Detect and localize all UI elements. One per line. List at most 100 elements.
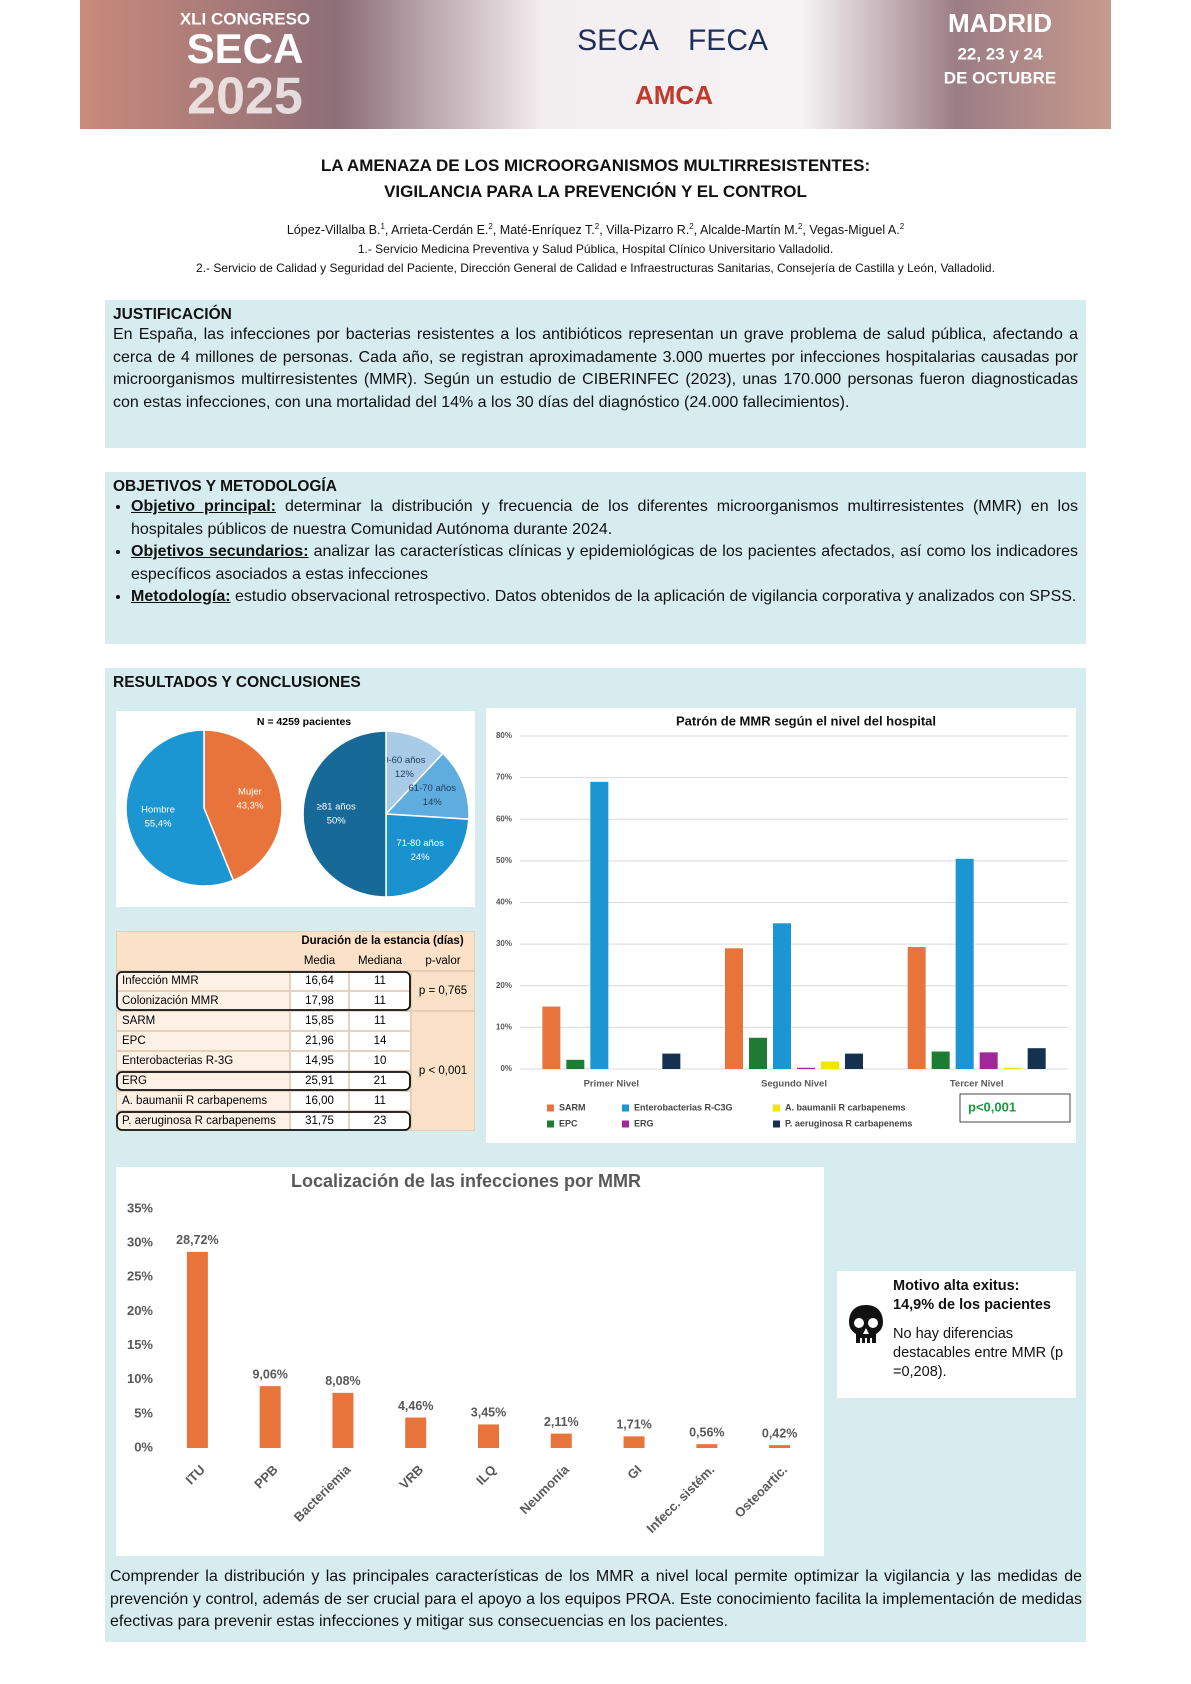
y-tick-label: 0% <box>134 1439 153 1454</box>
y-tick-label: 20% <box>127 1303 153 1318</box>
table-group-header: Duración de la estancia (días) <box>301 935 464 947</box>
objective-label: Metodología: <box>131 588 231 605</box>
bar <box>542 1006 561 1069</box>
authors: López-Villalba B.1, Arrieta-Cerdán E.2, … <box>0 222 1191 237</box>
congress: XLI CONGRESO <box>180 9 310 28</box>
legend-swatch <box>773 1120 780 1128</box>
author: , Maté-Enríquez T. <box>492 223 595 238</box>
pie-charts: N = 4259 pacientes Mujer 43,3% Hombre 55,4%… <box>116 711 475 907</box>
y-tick-label: 30% <box>496 939 512 948</box>
table-value: 14 <box>374 1035 387 1047</box>
logo: FECA <box>688 24 768 57</box>
y-tick-label: 0% <box>500 1064 512 1073</box>
table-value: 14,95 <box>305 1055 334 1067</box>
value-label: 9,06% <box>252 1367 287 1381</box>
author-affiliation: 2 <box>594 222 600 231</box>
title-line: VIGILANCIA PARA LA PREVENCIÓN Y EL CONTR… <box>384 182 807 201</box>
y-tick-label: 10% <box>496 1022 512 1031</box>
bar <box>749 1037 767 1069</box>
slice-value: 14% <box>423 797 443 808</box>
slice-label: Hombre <box>141 804 175 815</box>
legend-swatch <box>622 1104 629 1112</box>
section-heading: JUSTIFICACIÓN <box>113 306 232 323</box>
author-affiliation: 2 <box>899 222 905 231</box>
row-label: A. baumanii R carbapenems <box>122 1095 267 1107</box>
value-label: 0,56% <box>689 1425 724 1439</box>
legend-label: A. baumanii R carbapenems <box>785 1102 906 1112</box>
table-column-header: Mediana <box>358 955 403 967</box>
author-affiliation: 2 <box>689 222 694 231</box>
bar <box>186 1251 208 1448</box>
x-tick-label: Infecc. sistém. <box>643 1462 717 1536</box>
bar <box>845 1053 863 1069</box>
pie-slice <box>203 729 283 882</box>
dates: 22, 23 y 24 <box>957 44 1043 63</box>
objective-text: determinar la distribución y frecuencia … <box>131 498 1079 538</box>
value-label: 4,46% <box>398 1399 433 1413</box>
table-cell <box>349 1031 411 1051</box>
y-tick-label: 30% <box>127 1235 153 1250</box>
table-cell <box>116 931 475 971</box>
objectives-list: Objetivo principal: determinar la distri… <box>113 496 1078 609</box>
exitus-text: No hay diferencias destacables entre MMR… <box>893 1326 1064 1380</box>
value-label: 28,72% <box>176 1233 218 1247</box>
x-tick-label: Tercer Nivel <box>950 1079 1004 1090</box>
annotation-box <box>959 1093 1071 1123</box>
y-tick-label: 5% <box>134 1405 153 1420</box>
legend-label: ERG <box>634 1118 654 1128</box>
table-value: 16,64 <box>305 975 334 987</box>
table-value: 11 <box>374 1015 386 1027</box>
bar <box>405 1417 427 1448</box>
affiliation: 2.- Servicio de Calidad y Seguridad del … <box>196 261 995 275</box>
table-value: 21 <box>374 1075 387 1087</box>
table-value: 31,75 <box>305 1115 334 1127</box>
legend-swatch <box>773 1104 780 1112</box>
sample-size: N = 4259 pacientes <box>257 716 351 728</box>
bar <box>797 1067 815 1069</box>
objectives-section: OBJETIVOS Y METODOLOGÍA Objetivo princip… <box>105 472 1086 644</box>
pie-slice <box>385 730 444 816</box>
city: MADRID <box>948 8 1052 38</box>
x-tick-label: GI <box>624 1462 644 1482</box>
table-cell <box>290 1031 349 1051</box>
row-label: EPC <box>122 1035 146 1047</box>
y-tick-label: 70% <box>496 773 512 782</box>
y-tick-label: 50% <box>496 856 512 865</box>
bar <box>907 947 926 1069</box>
slice-value: 43,3% <box>236 801 263 812</box>
y-tick-label: 20% <box>496 981 512 990</box>
chart-title: Localización de las infecciones por MMR <box>291 1171 641 1191</box>
objective-text: estudio observacional retrospectivo. Dat… <box>230 588 1077 605</box>
bar <box>550 1433 572 1448</box>
bar <box>478 1424 499 1448</box>
table-value: 10 <box>374 1055 387 1067</box>
slice-label: ≥81 años <box>317 802 356 813</box>
legend-label: EPC <box>559 1118 578 1128</box>
objective-label: Objetivos secundarios: <box>131 543 309 560</box>
section-text: En España, las infecciones por bacterias… <box>113 326 1078 411</box>
table-value: 21,96 <box>305 1035 334 1047</box>
highlight-frame <box>116 971 411 1011</box>
objective-label: Objetivo principal: <box>131 498 276 515</box>
table-cell <box>116 1031 290 1051</box>
y-tick-label: 25% <box>127 1269 153 1284</box>
bar <box>821 1061 839 1069</box>
objective-item: Objetivos secundarios: analizar las cara… <box>131 541 1078 586</box>
highlight-frame <box>116 1071 411 1091</box>
table-cell <box>116 1011 290 1031</box>
table-value: 15,85 <box>305 1015 334 1027</box>
table-cell <box>411 1011 475 1131</box>
legend-swatch <box>547 1120 554 1128</box>
highlight-frame <box>116 1111 411 1131</box>
pie-slice <box>385 813 470 898</box>
y-tick-label: 35% <box>127 1200 153 1215</box>
author: , Vegas-Miguel A. <box>802 223 900 238</box>
pie-slice <box>384 752 470 821</box>
bar <box>623 1436 645 1448</box>
x-tick-label: ILQ <box>473 1462 499 1488</box>
table-cell <box>290 1091 349 1111</box>
title-line: LA AMENAZA DE LOS MICROORGANISMOS MULTIR… <box>320 156 871 175</box>
bar <box>566 1059 585 1069</box>
x-tick-label: ITU <box>183 1462 208 1487</box>
